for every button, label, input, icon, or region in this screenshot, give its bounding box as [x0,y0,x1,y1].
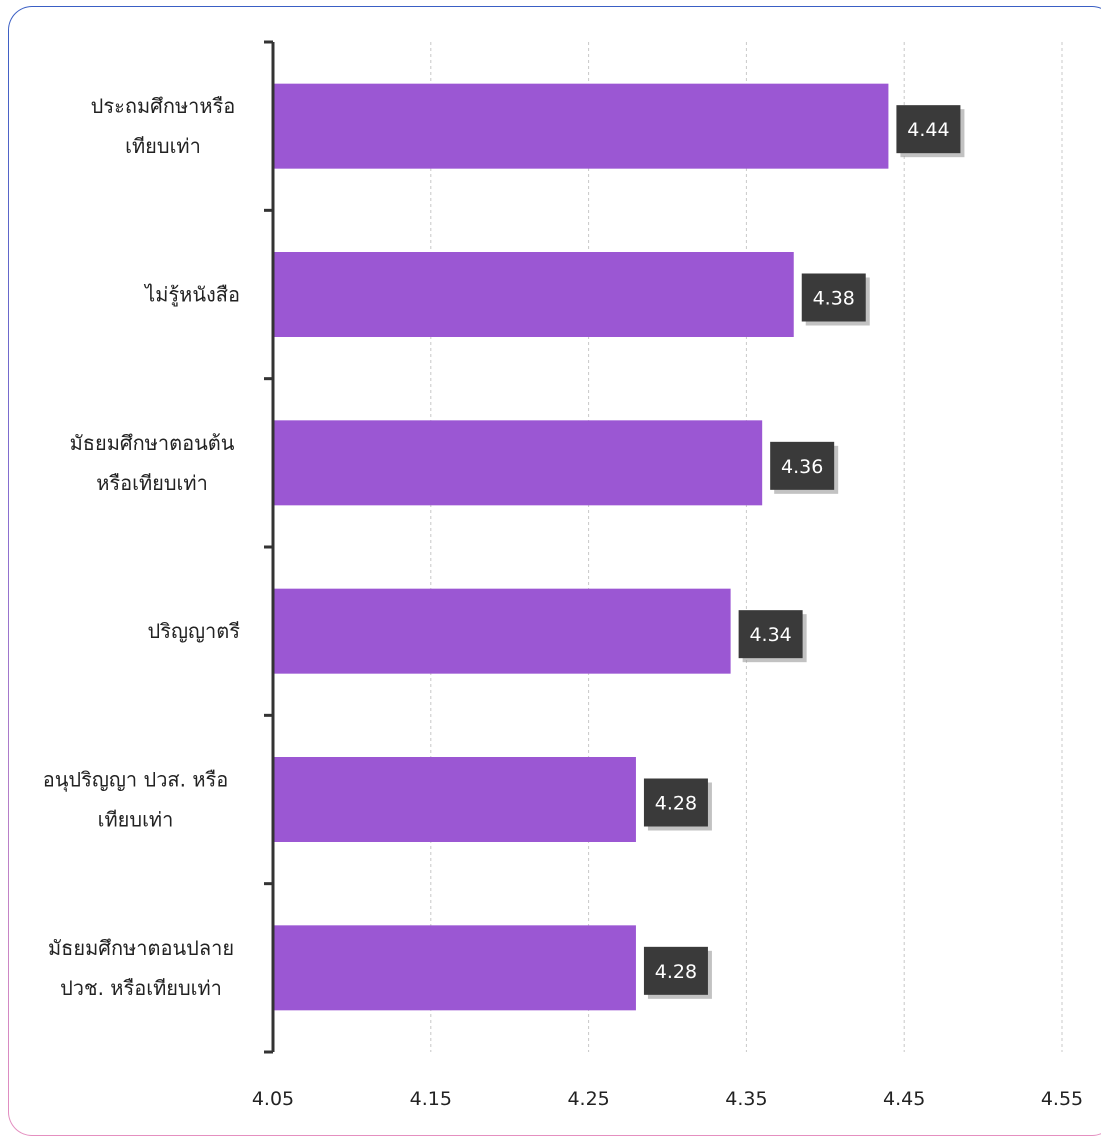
data-label-box [643,778,708,827]
data-label: 4.36 [781,456,823,478]
data-label-box [801,273,866,322]
x-tick-label: 4.15 [410,1088,452,1110]
x-tick-label: 4.25 [567,1088,609,1110]
category-label: ปริญญาตรี [148,619,241,643]
data-label: 4.44 [907,119,949,141]
data-label-box [738,610,803,659]
axes [264,40,275,1054]
bars [273,83,889,1011]
x-tick-label: 4.45 [883,1088,925,1110]
data-label: 4.38 [813,288,855,310]
data-label: 4.34 [749,624,791,646]
x-tick-label: 4.55 [1041,1088,1083,1110]
labels: ประถมศึกษาหรือเทียบเท่าไม่รู้หนังสือมัธย… [43,94,1083,1110]
bar [273,757,636,842]
x-tick-label: 4.35 [725,1088,767,1110]
x-tick-label: 4.05 [252,1088,294,1110]
category-label: ประถมศึกษาหรือเทียบเท่า [91,94,236,158]
bar [273,83,889,169]
bar [273,252,794,337]
category-label: อนุปริญญา ปวส. หรือเทียบเท่า [43,768,229,832]
gridlines [430,42,1063,1052]
data-label-box [896,105,961,154]
bar [273,925,636,1011]
data-label: 4.28 [655,793,697,815]
category-label: ไม่รู้หนังสือ [143,283,240,308]
data-label: 4.28 [655,961,697,983]
data-label-box [643,946,708,995]
category-label: มัธยมศึกษาตอนปลายปวช. หรือเทียบเท่า [48,936,234,1000]
bar [273,588,731,674]
category-label: มัธยมศึกษาตอนต้นหรือเทียบเท่า [70,431,235,495]
data-label-box [770,441,835,490]
bar [273,420,763,506]
